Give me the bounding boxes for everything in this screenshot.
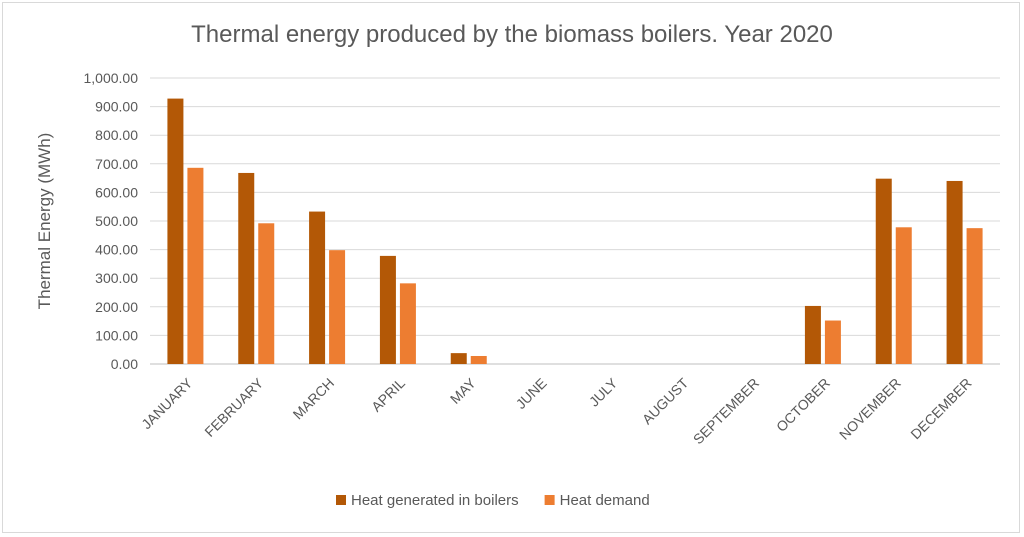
x-tick-label: NOVEMBER	[836, 375, 904, 443]
x-tick-label: DECEMBER	[907, 375, 974, 442]
legend-swatch	[544, 495, 555, 505]
bar-october-series-1	[804, 305, 821, 364]
y-tick-label: 1,000.00	[84, 70, 139, 86]
x-tick-label: AUGUST	[639, 374, 692, 427]
bar-march-series-2	[329, 250, 346, 364]
y-tick-label: 0.00	[111, 356, 138, 372]
bar-march-series-1	[309, 211, 326, 364]
y-tick-label: 500.00	[95, 213, 138, 229]
y-tick-label: 700.00	[95, 156, 138, 172]
chart-title: Thermal energy produced by the biomass b…	[191, 21, 833, 48]
bar-november-series-2	[895, 227, 912, 364]
bar-december-series-2	[966, 228, 983, 364]
bar-february-series-1	[238, 172, 255, 364]
x-tick-label: FEBRUARY	[201, 374, 267, 440]
y-tick-label: 100.00	[95, 327, 138, 343]
bar-october-series-2	[824, 320, 841, 364]
bar-april-series-1	[379, 255, 396, 364]
legend-swatch	[336, 495, 346, 505]
x-tick-label: JULY	[586, 374, 621, 409]
bar-december-series-1	[946, 180, 963, 364]
x-axis-ticks: JANUARY FEBRUARY MARCH APRIL MAY JUNE JULY AUGU…	[138, 374, 975, 447]
x-tick-label: MAY	[447, 374, 479, 406]
x-tick-label: JANUARY	[138, 374, 196, 432]
bar-january-series-1	[167, 98, 184, 364]
y-tick-label: 600.00	[95, 184, 138, 200]
y-tick-label: 800.00	[95, 127, 138, 143]
y-axis-ticks: 0.00 100.00 200.00 300.00 400.00 500.00 600.00…	[84, 70, 139, 372]
y-tick-label: 300.00	[95, 270, 138, 286]
x-tick-label: MARCH	[290, 375, 338, 423]
gridlines	[150, 77, 1000, 365]
bar-february-series-2	[258, 223, 275, 364]
bars	[167, 98, 983, 364]
x-tick-label: APRIL	[368, 375, 408, 415]
y-tick-label: 200.00	[95, 299, 138, 315]
bar-may-series-1	[450, 353, 467, 364]
y-tick-label: 900.00	[95, 99, 138, 115]
x-tick-label: OCTOBER	[773, 375, 833, 435]
y-tick-label: 400.00	[95, 242, 138, 258]
x-tick-label: SEPTEMBER	[690, 375, 762, 447]
bar-may-series-2	[470, 355, 487, 364]
bar-november-series-1	[875, 178, 892, 364]
y-axis-label: Thermal Energy (MWh)	[35, 133, 54, 310]
bar-january-series-2	[187, 167, 204, 364]
legend-label: Heat generated in boilers	[351, 492, 519, 509]
bar-april-series-2	[399, 283, 416, 364]
x-tick-label: JUNE	[513, 375, 550, 412]
legend: Heat generated in boilers Heat demand	[336, 492, 650, 509]
legend-label: Heat demand	[560, 492, 650, 509]
